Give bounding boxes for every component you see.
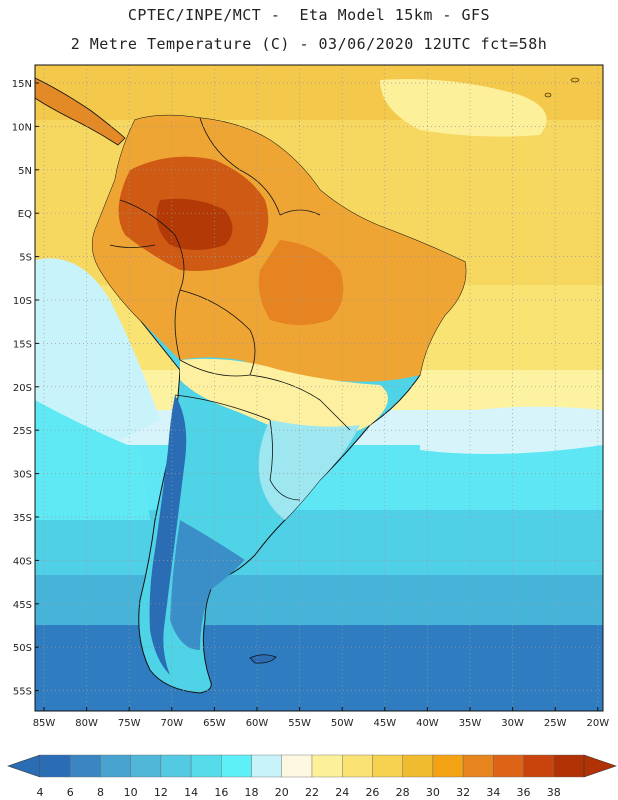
lat-tick-label: 10N <box>12 122 32 133</box>
colorbar-label: 28 <box>396 786 410 799</box>
colorbar-swatch <box>190 754 222 778</box>
lon-tick-label: 25W <box>544 718 567 729</box>
colorbar-swatch <box>70 754 101 778</box>
lon-tick-label: 60W <box>246 718 269 729</box>
colorbar-swatch <box>221 754 252 778</box>
land-warm-ne <box>258 240 344 325</box>
colorbar-swatch <box>160 754 192 778</box>
falkland-islands <box>249 654 277 664</box>
lon-tick-label: 75W <box>118 718 141 729</box>
colorbar-label: 22 <box>305 786 319 799</box>
ocean-band <box>35 625 603 711</box>
lon-tick-label: 35W <box>459 718 482 729</box>
colorbar-label: 36 <box>517 786 531 799</box>
colorbar-swatch <box>462 754 494 778</box>
colorbar-low-arrow <box>7 754 41 778</box>
colorbar-swatch <box>342 754 373 778</box>
colorbar-swatch <box>39 754 71 778</box>
caribbean-island <box>544 92 552 98</box>
lon-tick-label: 85W <box>33 718 56 729</box>
land-patagonia <box>170 520 245 650</box>
land-cool-south-brazil <box>258 420 360 520</box>
graticule <box>35 65 603 711</box>
colorbar-label: 18 <box>245 786 259 799</box>
colorbar-label: 16 <box>214 786 228 799</box>
colorbar-swatch <box>553 754 585 778</box>
caribbean-island <box>570 77 580 83</box>
colorbar-swatch <box>130 754 162 778</box>
lon-tick-label: 65W <box>203 718 226 729</box>
lon-tick-label: 40W <box>416 718 439 729</box>
colorbar: 4 6 8 10 12 14 16 18 20 22 24 26 28 30 32 34 36 38 <box>7 754 617 799</box>
colorbar-swatch <box>523 754 554 778</box>
colorbar-label: 20 <box>275 786 289 799</box>
lat-tick-label: 30S <box>13 470 32 481</box>
colorbar-label: 30 <box>426 786 440 799</box>
lat-tick-label: 15S <box>13 339 32 350</box>
colorbar-label: 8 <box>97 786 104 799</box>
map-frame <box>34 64 604 712</box>
map-field <box>35 65 603 711</box>
lon-tick-label: 30W <box>501 718 524 729</box>
colorbar-label: 12 <box>154 786 168 799</box>
lat-tick-label: 20S <box>13 383 32 394</box>
colorbar-swatch <box>281 754 313 778</box>
colorbar-swatch <box>311 754 343 778</box>
ocean-warm-patch <box>380 79 547 137</box>
lat-tick-label: 15N <box>12 79 32 90</box>
lat-tick-label: 25S <box>13 426 32 437</box>
colorbar-swatch <box>372 754 403 778</box>
ocean-cool-patch <box>35 258 160 440</box>
colorbar-label: 24 <box>335 786 349 799</box>
colorbar-label: 4 <box>37 786 44 799</box>
lat-tick-label: 35S <box>13 513 32 524</box>
ocean-band <box>35 510 603 580</box>
longitude-axis: 85W 80W 75W 70W 65W 60W 55W 50W 45W 40W 35W 30W 25W 2… <box>33 707 609 729</box>
colorbar-label: 34 <box>486 786 500 799</box>
lat-tick-label: 10S <box>13 296 32 307</box>
latitude-axis: 15N 10N 5N EQ 5S 10S 15S 20S 25S 30S 35S 40S 45S 50S 5… <box>12 79 39 698</box>
lat-tick-label: 5S <box>19 253 32 264</box>
land-mild-band <box>180 358 388 441</box>
header-title-line-1: CPTEC/INPE/MCT - Eta Model 15km - GFS <box>127 6 491 24</box>
lat-tick-label: 55S <box>13 687 32 698</box>
colorbar-swatch <box>432 754 464 778</box>
header-title-line-2: 2 Metre Temperature (C) - 03/06/2020 12U… <box>70 35 548 53</box>
lon-tick-label: 50W <box>331 718 354 729</box>
land-andes-cold <box>149 395 187 675</box>
lon-tick-label: 70W <box>160 718 183 729</box>
lat-tick-label: 5N <box>18 166 32 177</box>
lon-tick-label: 80W <box>75 718 98 729</box>
lon-tick-label: 45W <box>373 718 396 729</box>
lat-tick-label: 50S <box>13 643 32 654</box>
central-america <box>35 77 126 146</box>
colorbar-swatch <box>251 754 282 778</box>
colorbar-label: 32 <box>456 786 470 799</box>
ocean-band <box>35 575 603 630</box>
lat-tick-label: 45S <box>13 600 32 611</box>
colorbar-swatch <box>402 754 434 778</box>
lon-tick-label: 55W <box>288 718 311 729</box>
lat-tick-label: EQ <box>18 209 32 220</box>
colorbar-label: 38 <box>547 786 561 799</box>
colorbar-swatch <box>100 754 131 778</box>
colorbar-label: 10 <box>124 786 138 799</box>
colorbar-label: 26 <box>365 786 379 799</box>
lon-tick-label: 20W <box>586 718 609 729</box>
lat-tick-label: 40S <box>13 556 32 567</box>
colorbar-label: 6 <box>67 786 74 799</box>
colorbar-label: 14 <box>184 786 198 799</box>
colorbar-swatch <box>493 754 524 778</box>
colorbar-high-arrow <box>583 754 617 778</box>
